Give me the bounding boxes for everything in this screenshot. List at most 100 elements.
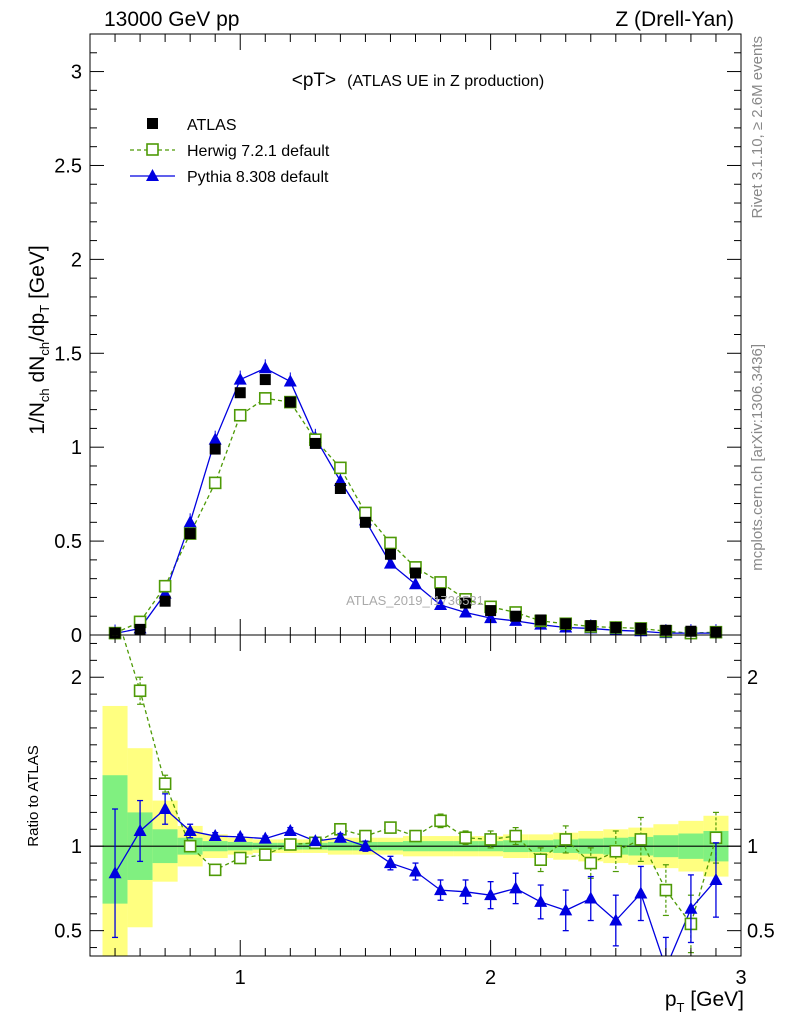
herwig-ratio-point bbox=[709, 831, 723, 845]
herwig-ratio-point bbox=[559, 833, 573, 846]
xlabel: pT [GeV] bbox=[665, 988, 744, 1015]
herwig-ratio-point bbox=[509, 829, 522, 843]
herwig-main-point bbox=[158, 579, 172, 593]
rivet-label: Rivet 3.1.10, ≥ 2.6M events bbox=[749, 36, 766, 219]
herwig-ratio-point bbox=[459, 831, 472, 845]
herwig-main-point bbox=[233, 408, 247, 422]
atlas-data-point bbox=[259, 374, 271, 386]
pythia-ratio-point bbox=[709, 872, 723, 885]
xtick-label: 2 bbox=[485, 967, 496, 989]
herwig-main-point bbox=[208, 476, 222, 490]
pythia-ratio-point bbox=[634, 886, 648, 899]
ratio-ytick-label-right: 2 bbox=[747, 667, 758, 689]
atlas-data-point bbox=[560, 618, 572, 630]
main-ylabel: 1/Nch dNch/dpT [GeV] bbox=[26, 245, 52, 435]
pythia-ratio-point bbox=[584, 891, 598, 904]
legend-label-herwig: Herwig 7.2.1 default bbox=[187, 143, 330, 160]
atlas-data-point bbox=[309, 437, 321, 449]
pythia-ratio-point bbox=[283, 823, 297, 836]
main-ytick-label: 1.5 bbox=[54, 343, 82, 365]
atlas-data-point bbox=[410, 567, 421, 579]
atlas-data-point bbox=[585, 620, 597, 632]
pythia-ratio-point bbox=[358, 839, 372, 852]
herwig-ratio-point bbox=[158, 777, 172, 790]
pythia-ratio-point bbox=[409, 864, 422, 877]
atlas-data-point bbox=[234, 387, 246, 399]
atlas-data-point bbox=[535, 614, 547, 626]
pythia-ratio-point bbox=[308, 834, 322, 847]
ratio-plot-frame bbox=[89, 634, 742, 957]
plot-title: <pT> (ATLAS UE in Z production) bbox=[292, 70, 545, 91]
pythia-ratio-point bbox=[158, 802, 172, 815]
atlas-data-point bbox=[284, 396, 296, 408]
atlas-data-point bbox=[435, 588, 447, 600]
header-left: 13000 GeV pp bbox=[104, 8, 239, 31]
herwig-ratio-point bbox=[659, 883, 673, 897]
mcplots-label: mcplots.cern.ch [arXiv:1306.3436] bbox=[749, 344, 766, 571]
herwig-main-point bbox=[359, 506, 372, 520]
herwig-ratio-point bbox=[609, 844, 623, 858]
pythia-ratio-point bbox=[208, 829, 222, 842]
atlas-data-point bbox=[460, 597, 472, 609]
herwig-main-point bbox=[258, 392, 272, 405]
herwig-ratio-point bbox=[634, 833, 648, 846]
herwig-ratio-point bbox=[110, 604, 121, 615]
legend-label-atlas: ATLAS bbox=[187, 117, 237, 134]
legend-marker-atlas bbox=[147, 118, 158, 129]
pythia-ratio-point bbox=[659, 961, 672, 973]
atlas-data-point bbox=[359, 516, 371, 528]
pythia-ratio-point bbox=[509, 881, 523, 894]
legend-marker-pythia bbox=[146, 169, 159, 181]
main-ytick-label: 2 bbox=[71, 249, 82, 271]
herwig-ratio-point bbox=[534, 853, 547, 867]
herwig-ratio-point bbox=[434, 814, 447, 828]
analysis-watermark: ATLAS_2019_I1736531 bbox=[346, 593, 484, 608]
ratio-ytick-label: 1 bbox=[71, 836, 82, 858]
pythia-ratio-point bbox=[108, 866, 122, 879]
pythia-ratio-point bbox=[559, 903, 573, 916]
legend-label-pythia: Pythia 8.308 default bbox=[187, 169, 329, 186]
main-ytick-label: 2.5 bbox=[54, 155, 82, 177]
herwig-ratio-point bbox=[233, 851, 247, 865]
pythia-ratio-point bbox=[484, 888, 498, 901]
herwig-main-point bbox=[434, 576, 447, 589]
atlas-data-point bbox=[209, 443, 221, 455]
main-ytick-label: 1 bbox=[71, 437, 82, 459]
ratio-ytick-label-right: 1 bbox=[747, 836, 758, 858]
header-right: Z (Drell-Yan) bbox=[615, 8, 734, 31]
pythia-ratio-point bbox=[534, 894, 548, 907]
atlas-data-point bbox=[384, 548, 396, 560]
pythia-ratio-point bbox=[434, 883, 448, 896]
title-main: <pT> bbox=[292, 70, 336, 91]
xtick-label: 1 bbox=[235, 967, 246, 989]
main-ytick-label: 3 bbox=[71, 62, 82, 84]
title-sub: (ATLAS UE in Z production) bbox=[347, 73, 544, 90]
herwig-ratio-point bbox=[258, 848, 272, 861]
main-ytick-label: 0 bbox=[71, 625, 82, 647]
herwig-ratio-point bbox=[484, 833, 497, 846]
atlas-data-point bbox=[159, 595, 171, 607]
herwig-ratio-point bbox=[584, 856, 598, 870]
ratio-ylabel: Ratio to ATLAS bbox=[25, 745, 42, 846]
herwig-ratio-point bbox=[133, 684, 147, 698]
atlas-data-point bbox=[334, 483, 346, 495]
pythia-ratio-point bbox=[684, 901, 698, 914]
ratio-ytick-label: 0.5 bbox=[54, 921, 82, 943]
herwig-ratio-point bbox=[409, 829, 422, 843]
main-ytick-label: 0.5 bbox=[54, 531, 82, 553]
herwig-ratio-point bbox=[183, 839, 197, 853]
pythia-ratio-point bbox=[383, 856, 397, 869]
pythia-ratio-point bbox=[609, 913, 623, 926]
pythia-ratio-point bbox=[333, 830, 347, 843]
pythia-ratio-point bbox=[233, 829, 247, 842]
legend-marker-herwig bbox=[146, 143, 159, 156]
atlas-data-point bbox=[184, 528, 196, 540]
pythia-ratio-point bbox=[459, 884, 473, 897]
axis-ticks: 0 0.5 1 1.5 2 2.5 3 0.5 0.5 1 1 2 2 1 2 3 bbox=[54, 34, 775, 989]
pythia-ratio-point bbox=[258, 831, 272, 844]
legend: ATLAS Herwig 7.2.1 default Pythia 8.308 … bbox=[130, 117, 330, 186]
herwig-ratio-point bbox=[284, 838, 297, 851]
herwig-ratio-point bbox=[208, 863, 222, 877]
pythia-ratio-point bbox=[183, 823, 197, 836]
